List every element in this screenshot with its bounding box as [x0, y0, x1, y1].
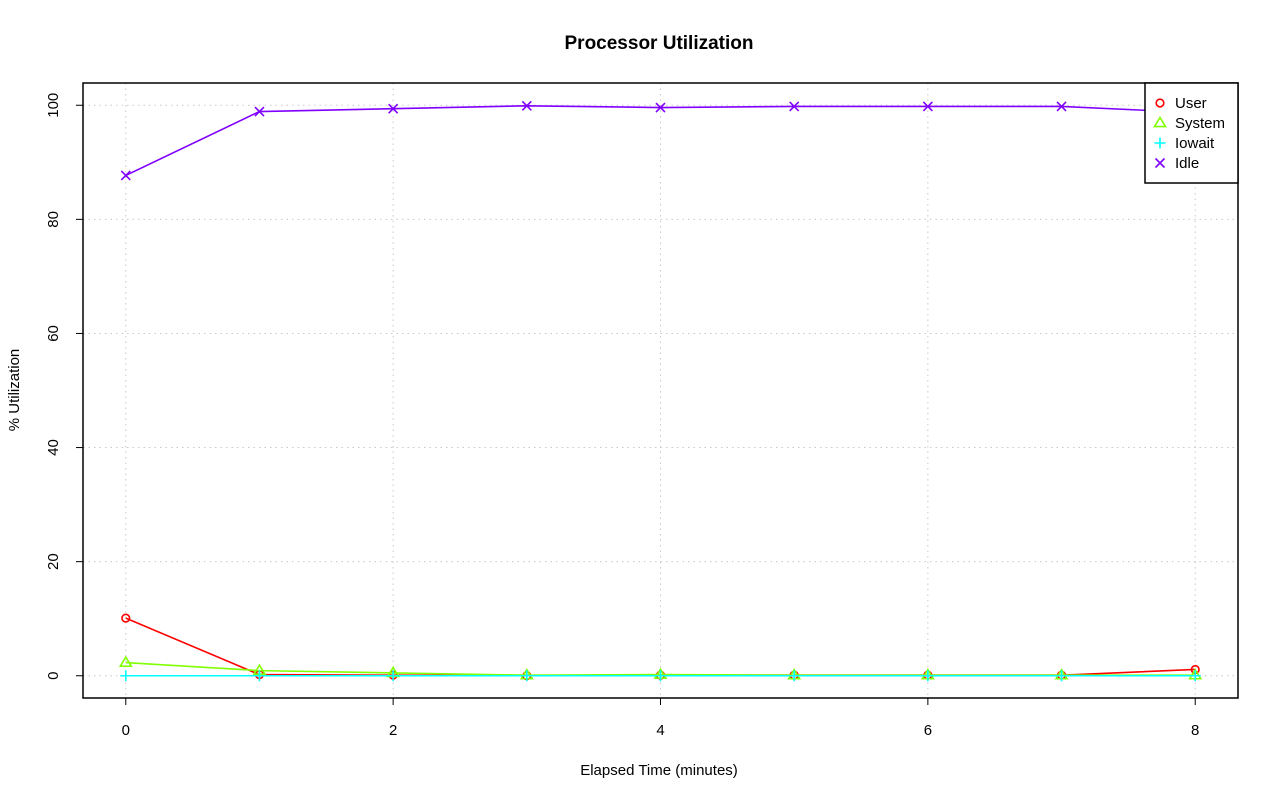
data-point-iowait: [253, 670, 265, 682]
y-tick-label: 40: [45, 439, 62, 456]
legend-item-user: User: [1155, 95, 1207, 112]
data-point-iowait: [387, 670, 399, 682]
series-iowait: [120, 670, 1201, 682]
y-tick-label: 100: [45, 93, 62, 118]
x-axis-label: Elapsed Time (minutes): [580, 762, 738, 779]
legend-marker-user: [1155, 98, 1165, 108]
data-point-iowait: [521, 670, 533, 682]
y-tick-label: 80: [45, 211, 62, 228]
legend-item-system: System: [1153, 115, 1225, 132]
series-idle: [120, 100, 1201, 181]
x-tick-label: 4: [656, 722, 664, 739]
data-point-iowait: [1189, 670, 1201, 682]
data-point-idle: [655, 102, 666, 113]
y-tick-label: 20: [45, 553, 62, 570]
y-axis-label: % Utilization: [6, 349, 23, 432]
legend-marker-iowait: [1154, 137, 1166, 149]
data-point-iowait: [788, 670, 800, 682]
data-point-idle: [789, 101, 800, 112]
data-point-iowait: [922, 670, 934, 682]
y-tick-label: 60: [45, 325, 62, 342]
data-point-idle: [1056, 101, 1067, 112]
data-point-system: [118, 655, 133, 668]
x-tick-label: 8: [1191, 722, 1199, 739]
data-point-idle: [388, 103, 399, 114]
data-point-idle: [254, 106, 265, 117]
legend-item-idle: Idle: [1154, 155, 1199, 172]
legend-item-iowait: Iowait: [1154, 135, 1215, 152]
x-tick-label: 6: [924, 722, 932, 739]
legend-marker-idle: [1154, 157, 1166, 169]
data-point-idle: [521, 100, 532, 111]
data-point-idle: [120, 170, 131, 181]
legend-label-user: User: [1175, 95, 1207, 112]
x-tick-label: 0: [122, 722, 130, 739]
y-tick-label: 0: [45, 672, 62, 680]
legend-label-system: System: [1175, 115, 1225, 132]
data-point-iowait: [1056, 670, 1068, 682]
data-point-user: [121, 613, 131, 623]
chart-title: Processor Utilization: [565, 33, 754, 54]
legend: User System Iowait Idle: [1144, 82, 1239, 184]
legend-label-iowait: Iowait: [1175, 135, 1215, 152]
series-group: [118, 100, 1203, 682]
data-point-idle: [922, 101, 933, 112]
x-tick-label: 2: [389, 722, 397, 739]
data-point-iowait: [120, 670, 132, 682]
legend-marker-system: [1153, 115, 1167, 128]
data-point-iowait: [655, 670, 666, 682]
legend-label-idle: Idle: [1175, 155, 1199, 172]
